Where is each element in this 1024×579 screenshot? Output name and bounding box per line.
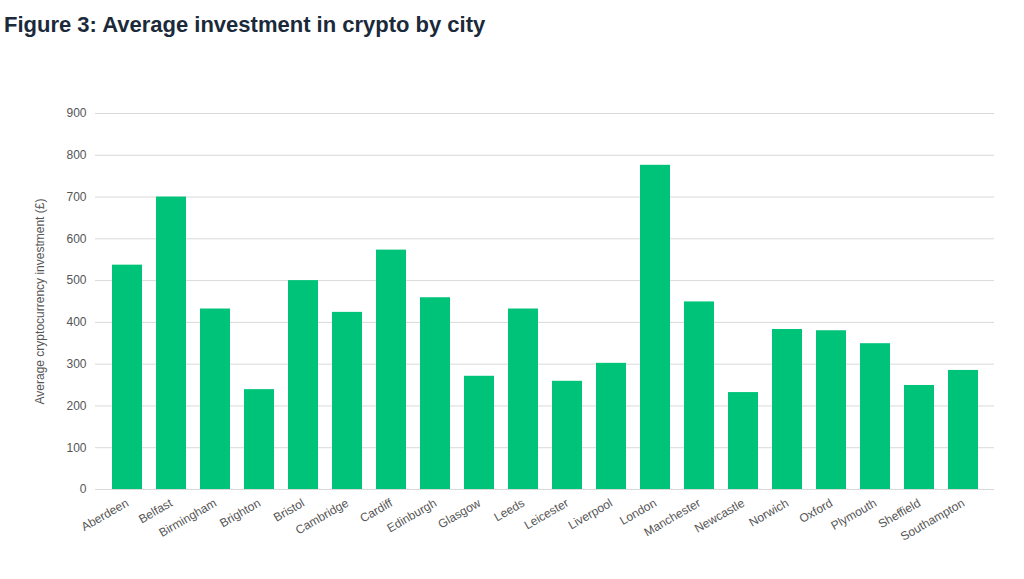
svg-text:Southampton: Southampton — [898, 496, 967, 544]
svg-text:London: London — [617, 495, 659, 528]
svg-text:0: 0 — [80, 482, 87, 496]
svg-text:Sheffield: Sheffield — [875, 495, 923, 532]
svg-text:900: 900 — [66, 106, 86, 120]
svg-text:Cambridge: Cambridge — [293, 496, 351, 538]
svg-text:Leicester: Leicester — [522, 496, 571, 532]
svg-text:Edinburgh: Edinburgh — [385, 496, 439, 535]
svg-text:Newcastle: Newcastle — [692, 496, 747, 536]
svg-text:Belfast: Belfast — [136, 495, 175, 527]
svg-text:200: 200 — [66, 399, 86, 413]
svg-text:Oxford: Oxford — [796, 495, 835, 526]
svg-text:Manchester: Manchester — [642, 496, 703, 539]
html-text:Figure 3: Average investment i: Figure 3: Average investment in crypto b… — [4, 12, 486, 37]
svg-text:Birmingham: Birmingham — [156, 496, 218, 540]
svg-text:100: 100 — [66, 441, 86, 455]
svg-text:500: 500 — [66, 273, 86, 287]
svg-text:Aberdeen: Aberdeen — [79, 496, 131, 534]
svg-text:Bristol: Bristol — [271, 495, 307, 525]
svg-text:400: 400 — [66, 315, 86, 329]
svg-text:Liverpool: Liverpool — [566, 496, 615, 532]
svg-text:Leeds: Leeds — [491, 495, 527, 525]
svg-text:600: 600 — [66, 232, 86, 246]
svg-text:Average cryptocurrency investm: Average cryptocurrency investment (£) — [33, 199, 47, 405]
svg-text:Brighton: Brighton — [217, 496, 263, 530]
svg-text:300: 300 — [66, 357, 86, 371]
svg-text:Glasgow: Glasgow — [435, 496, 483, 532]
svg-text:800: 800 — [66, 148, 86, 162]
svg-text:700: 700 — [66, 190, 86, 204]
svg-text:Cardiff: Cardiff — [357, 495, 395, 526]
svg-text:Plymouth: Plymouth — [829, 496, 879, 533]
svg-text:Norwich: Norwich — [746, 496, 791, 530]
